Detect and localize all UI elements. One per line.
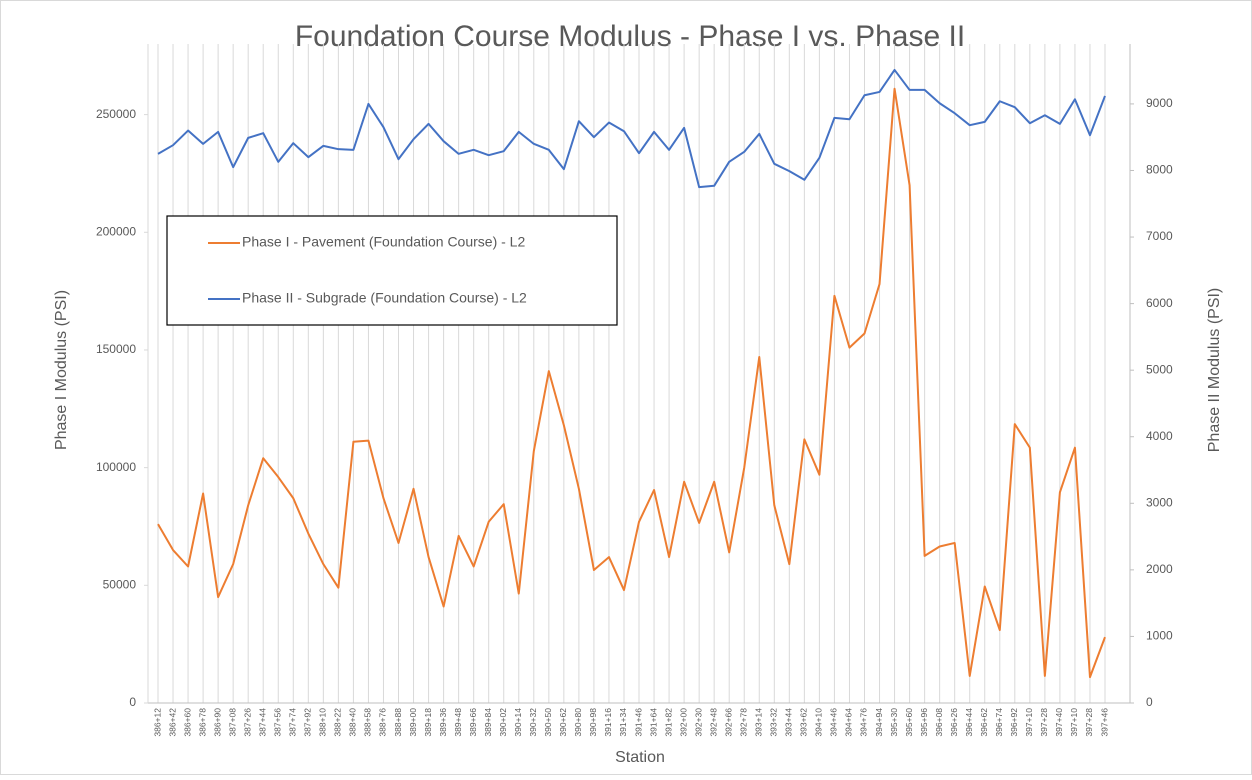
x-tick-label: 393+32 — [769, 708, 779, 737]
y-tick-label: 150000 — [96, 342, 136, 356]
y-tick-label: 0 — [129, 695, 136, 709]
x-tick-label: 388+22 — [333, 708, 343, 737]
x-tick-label: 392+00 — [678, 708, 688, 737]
x-tick-label: 392+66 — [723, 708, 733, 737]
y-tick-label: 200000 — [96, 224, 136, 238]
y2-tick-label: 2000 — [1146, 562, 1173, 576]
x-tick-label: 395+60 — [904, 708, 914, 737]
x-tick-label: 391+82 — [663, 708, 673, 737]
chart-title: Foundation Course Modulus - Phase I vs. … — [295, 20, 965, 53]
x-tick-label: 387+74 — [288, 708, 298, 737]
x-tick-label: 387+44 — [257, 708, 267, 737]
x-tick-label: 395+30 — [889, 708, 899, 737]
x-tick-label: 390+98 — [588, 708, 598, 737]
x-tick-label: 394+10 — [814, 708, 824, 737]
x-tick-label: 396+26 — [949, 708, 959, 737]
x-tick-label: 389+66 — [468, 708, 478, 737]
x-tick-label: 392+30 — [693, 708, 703, 737]
x-axis-title: Station — [615, 749, 665, 766]
x-tick-label: 397+10 — [1024, 708, 1034, 737]
x-tick-label: 388+58 — [363, 708, 373, 737]
x-tick-label: 395+96 — [919, 708, 929, 737]
x-tick-label: 388+88 — [393, 708, 403, 737]
x-tick-label: 387+08 — [227, 708, 237, 737]
x-tick-label: 388+10 — [318, 708, 328, 737]
x-tick-label: 391+16 — [603, 708, 613, 737]
x-tick-label: 391+46 — [633, 708, 643, 737]
y2-tick-label: 7000 — [1146, 229, 1173, 243]
x-tick-label: 397+46 — [1099, 708, 1109, 737]
x-tick-label: 393+62 — [799, 708, 809, 737]
y2-tick-label: 0 — [1146, 695, 1153, 709]
y-axis-title: Phase I Modulus (PSI) — [53, 290, 70, 450]
x-tick-label: 396+08 — [934, 708, 944, 737]
x-tick-label: 397+28 — [1084, 708, 1094, 737]
y-tick-label: 250000 — [96, 107, 136, 121]
x-tick-label: 394+46 — [829, 708, 839, 737]
x-tick-label: 391+34 — [618, 708, 628, 737]
x-tick-label: 386+90 — [212, 708, 222, 737]
y2-tick-label: 8000 — [1146, 163, 1173, 177]
x-tick-label: 386+12 — [152, 708, 162, 737]
y2-tick-label: 9000 — [1146, 96, 1173, 110]
x-tick-label: 387+56 — [273, 708, 283, 737]
x-tick-label: 386+42 — [167, 708, 177, 737]
legend-label: Phase I - Pavement (Foundation Course) -… — [242, 234, 525, 250]
x-tick-label: 392+78 — [738, 708, 748, 737]
x-tick-label: 389+18 — [423, 708, 433, 737]
x-tick-label: 390+62 — [558, 708, 568, 737]
x-tick-label: 394+76 — [859, 708, 869, 737]
x-tick-label: 390+02 — [498, 708, 508, 737]
y-tick-label: 100000 — [96, 460, 136, 474]
x-tick-label: 393+44 — [784, 708, 794, 737]
x-tick-label: 389+84 — [483, 708, 493, 737]
x-tick-label: 391+64 — [648, 708, 658, 737]
x-tick-label: 389+36 — [438, 708, 448, 737]
x-tick-label: 389+48 — [453, 708, 463, 737]
y2-tick-label: 3000 — [1146, 495, 1173, 509]
x-tick-label: 390+80 — [573, 708, 583, 737]
x-tick-label: 396+92 — [1009, 708, 1019, 737]
x-tick-label: 390+14 — [513, 708, 523, 737]
y2-tick-label: 6000 — [1146, 296, 1173, 310]
series-line — [157, 68, 1106, 189]
x-tick-label: 388+40 — [348, 708, 358, 737]
x-tick-label: 397+28 — [1039, 708, 1049, 737]
x-tick-label: 386+60 — [182, 708, 192, 737]
x-tick-label: 394+64 — [844, 708, 854, 737]
legend-box — [166, 215, 618, 326]
y2-tick-label: 4000 — [1146, 429, 1173, 443]
x-tick-label: 390+50 — [543, 708, 553, 737]
x-tick-label: 397+10 — [1069, 708, 1079, 737]
x-tick-label: 388+76 — [378, 708, 388, 737]
y2-tick-label: 1000 — [1146, 629, 1173, 643]
x-tick-label: 390+32 — [528, 708, 538, 737]
legend-label: Phase II - Subgrade (Foundation Course) … — [242, 290, 527, 306]
x-tick-label: 396+62 — [979, 708, 989, 737]
y-tick-label: 50000 — [103, 577, 137, 591]
x-tick-label: 387+92 — [303, 708, 313, 737]
x-tick-label: 392+48 — [708, 708, 718, 737]
y2-tick-label: 5000 — [1146, 362, 1173, 376]
x-tick-label: 387+26 — [242, 708, 252, 737]
x-tick-label: 397+40 — [1054, 708, 1064, 737]
x-tick-label: 393+14 — [754, 708, 764, 737]
x-tick-label: 394+94 — [874, 708, 884, 737]
y2-axis-title: Phase II Modulus (PSI) — [1206, 288, 1223, 453]
x-tick-label: 386+78 — [197, 708, 207, 737]
x-tick-label: 396+74 — [994, 708, 1004, 737]
series-line — [157, 87, 1106, 679]
x-tick-label: 389+00 — [408, 708, 418, 737]
x-tick-label: 396+44 — [964, 708, 974, 737]
